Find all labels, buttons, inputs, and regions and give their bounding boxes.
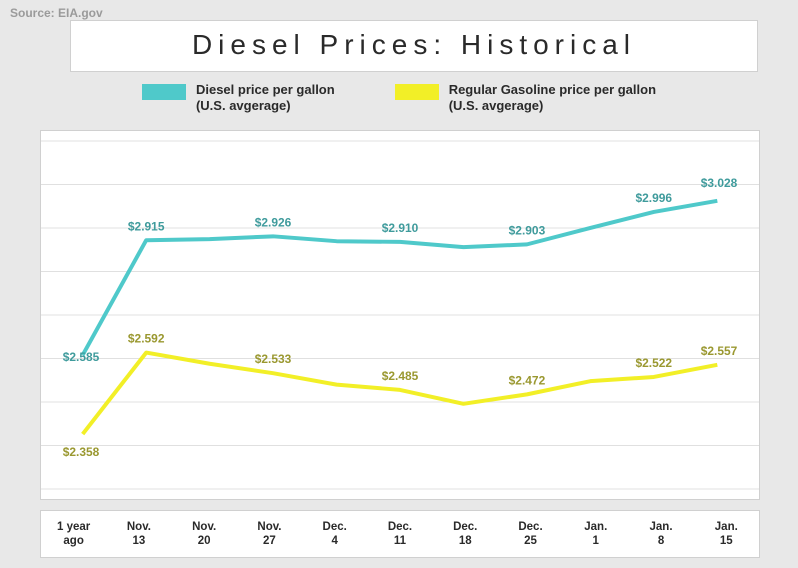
legend-item: Diesel price per gallon (U.S. avgerage) <box>142 82 335 115</box>
x-tick-label: Jan. 15 <box>694 511 759 557</box>
x-tick-label: Nov. 20 <box>172 511 237 557</box>
chart-svg: $2.585 $2.915 $2.926 $2.910 $2.903 $2.996 $3.0… <box>41 131 759 499</box>
source-label: Source: EIA.gov <box>10 6 103 20</box>
legend: Diesel price per gallon (U.S. avgerage) R… <box>0 82 798 115</box>
svg-text:$2.915: $2.915 <box>128 219 165 233</box>
x-tick-label: 1 year ago <box>41 511 106 557</box>
svg-text:$3.028: $3.028 <box>701 176 738 190</box>
legend-swatch <box>142 84 186 100</box>
chart-title-box: Diesel Prices: Historical <box>70 20 758 72</box>
svg-text:$2.522: $2.522 <box>636 356 673 370</box>
svg-text:$2.472: $2.472 <box>509 373 546 387</box>
legend-label: Diesel price per gallon (U.S. avgerage) <box>196 82 335 115</box>
x-tick-label: Dec. 11 <box>367 511 432 557</box>
x-tick-label: Jan. 8 <box>628 511 693 557</box>
chart-title: Diesel Prices: Historical <box>71 29 757 61</box>
legend-item: Regular Gasoline price per gallon (U.S. … <box>395 82 656 115</box>
svg-text:$2.485: $2.485 <box>382 369 419 383</box>
x-tick-label: Jan. 1 <box>563 511 628 557</box>
x-tick-label: Nov. 13 <box>106 511 171 557</box>
svg-text:$2.926: $2.926 <box>255 215 292 229</box>
x-tick-label: Dec. 4 <box>302 511 367 557</box>
svg-text:$2.358: $2.358 <box>63 445 100 459</box>
chart-plot-area: $2.585 $2.915 $2.926 $2.910 $2.903 $2.996 $3.0… <box>40 130 760 500</box>
svg-text:$2.533: $2.533 <box>255 352 292 366</box>
legend-label: Regular Gasoline price per gallon (U.S. … <box>449 82 656 115</box>
x-axis: 1 year agoNov. 13Nov. 20Nov. 27Dec. 4Dec… <box>40 510 760 558</box>
x-tick-label: Dec. 25 <box>498 511 563 557</box>
x-tick-label: Dec. 18 <box>433 511 498 557</box>
x-tick-label: Nov. 27 <box>237 511 302 557</box>
svg-text:$2.903: $2.903 <box>509 223 546 237</box>
svg-text:$2.910: $2.910 <box>382 221 419 235</box>
svg-text:$2.592: $2.592 <box>128 332 165 346</box>
legend-swatch <box>395 84 439 100</box>
svg-text:$2.585: $2.585 <box>63 350 100 364</box>
svg-text:$2.557: $2.557 <box>701 344 738 358</box>
svg-text:$2.996: $2.996 <box>636 191 673 205</box>
